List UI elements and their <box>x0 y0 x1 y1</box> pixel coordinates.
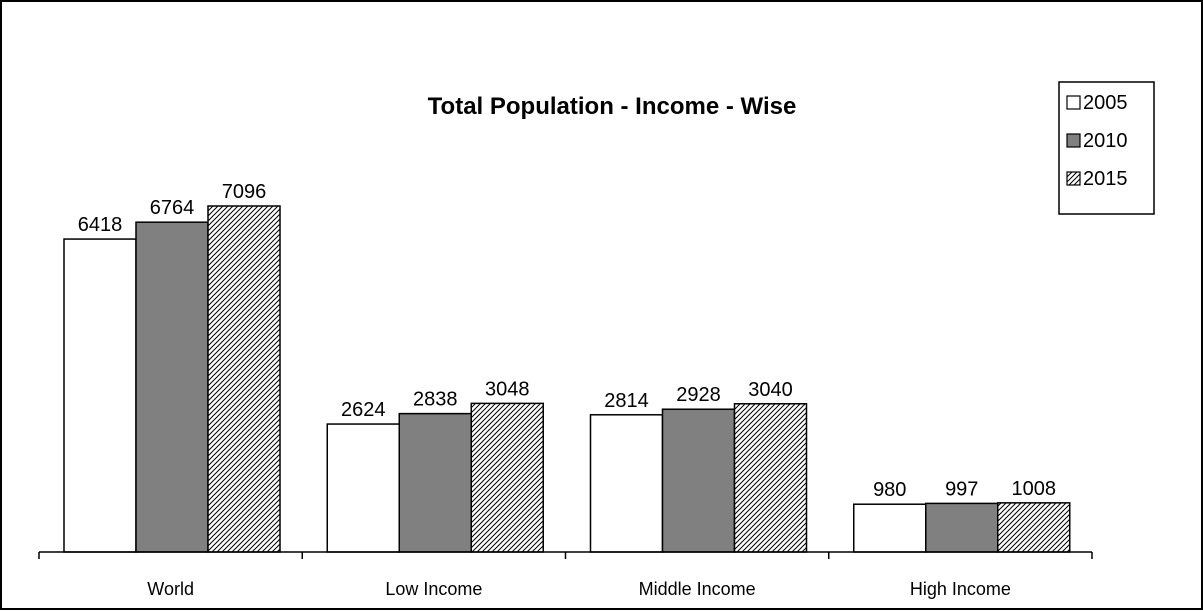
category-label-high-income: High Income <box>910 579 1011 599</box>
bar-low-income-2015 <box>470 402 544 553</box>
data-label-low-income-2010: 2838 <box>413 389 458 411</box>
data-label-middle-income-2010: 2928 <box>676 384 721 406</box>
data-label-middle-income-2005: 2814 <box>604 390 649 412</box>
data-label-world-2015: 7096 <box>222 181 267 203</box>
bar-middle-income-2015 <box>733 403 808 553</box>
data-label-low-income-2005: 2624 <box>341 399 386 421</box>
bar-middle-income-2010 <box>661 408 736 553</box>
bar-middle-income-2005 <box>589 414 664 553</box>
data-label-world-2005: 6418 <box>78 214 123 236</box>
bar-world-2010 <box>135 221 209 553</box>
data-labels-layer: 6418 6764 7096 2624 2838 3048 2814 2928 3040 980 9… <box>78 181 1056 501</box>
data-label-high-income-2015: 1008 <box>1012 478 1057 500</box>
bar-low-income-2005 <box>326 423 400 553</box>
data-label-high-income-2005: 980 <box>873 479 906 501</box>
data-label-world-2010: 6764 <box>150 197 195 219</box>
bar-high-income-2010 <box>925 502 999 553</box>
chart-title: Total Population - Income - Wise <box>428 93 797 120</box>
category-label-world: World <box>147 579 194 599</box>
bar-world-2015 <box>207 205 281 553</box>
category-label-low-income: Low Income <box>385 579 482 599</box>
legend-label-2010: 2010 <box>1083 130 1128 152</box>
data-label-high-income-2010: 997 <box>945 478 978 500</box>
legend: 2005 2010 2015 <box>1058 81 1155 215</box>
bars-layer <box>63 205 1071 553</box>
category-label-middle-income: Middle Income <box>639 579 756 599</box>
data-label-low-income-2015: 3048 <box>485 378 530 400</box>
bar-low-income-2010 <box>398 412 472 553</box>
bar-world-2005 <box>63 238 137 553</box>
legend-swatch-2005 <box>1066 95 1081 110</box>
x-axis: World Low Income Middle Income High Income <box>38 551 1093 599</box>
bar-high-income-2005 <box>853 503 927 553</box>
bar-high-income-2015 <box>997 502 1071 553</box>
legend-label-2005: 2005 <box>1083 92 1128 114</box>
data-label-middle-income-2015: 3040 <box>748 379 793 401</box>
legend-swatch-2015 <box>1066 171 1081 186</box>
legend-swatch-2010 <box>1066 133 1081 148</box>
legend-label-2015: 2015 <box>1083 168 1128 190</box>
